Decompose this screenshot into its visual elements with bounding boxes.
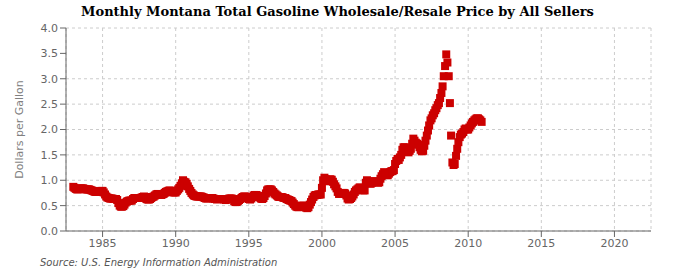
svg-text:3.5: 3.5 xyxy=(41,47,59,60)
svg-text:1995: 1995 xyxy=(235,237,263,250)
svg-text:2010: 2010 xyxy=(454,237,482,250)
html-text:Source: U.S. Energy Informatio: Source: U.S. Energy Information Administ… xyxy=(40,257,278,268)
svg-text:2015: 2015 xyxy=(527,237,555,250)
svg-text:1.5: 1.5 xyxy=(41,149,59,162)
svg-text:4.0: 4.0 xyxy=(41,22,59,35)
svg-text:1990: 1990 xyxy=(162,237,190,250)
svg-text:2020: 2020 xyxy=(600,237,628,250)
svg-text:Dollars per Gallon: Dollars per Gallon xyxy=(13,80,26,179)
svg-text:2.0: 2.0 xyxy=(41,123,59,136)
svg-text:0.5: 0.5 xyxy=(41,200,59,213)
svg-text:2000: 2000 xyxy=(308,237,336,250)
svg-text:2005: 2005 xyxy=(381,237,409,250)
html-text:Monthly Montana Total Gasoline: Monthly Montana Total Gasoline Wholesale… xyxy=(81,4,594,19)
svg-text:0.0: 0.0 xyxy=(41,225,59,238)
svg-text:1985: 1985 xyxy=(89,237,117,250)
svg-text:2.5: 2.5 xyxy=(41,98,59,111)
svg-text:1.0: 1.0 xyxy=(41,174,59,187)
svg-text:3.0: 3.0 xyxy=(41,73,59,86)
